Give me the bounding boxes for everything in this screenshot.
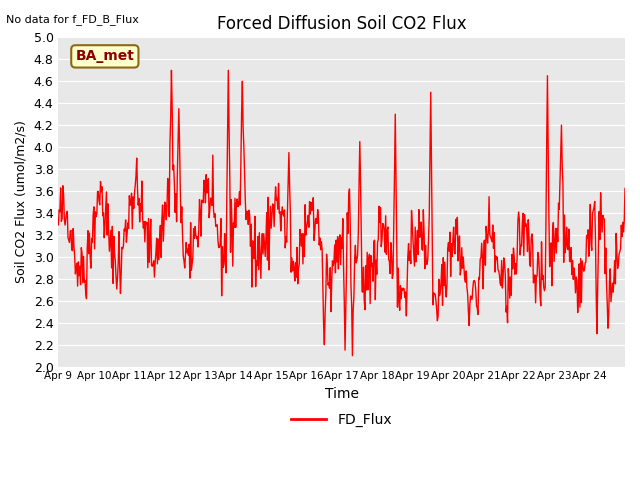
Legend: FD_Flux: FD_Flux xyxy=(286,407,397,432)
Title: Forced Diffusion Soil CO2 Flux: Forced Diffusion Soil CO2 Flux xyxy=(217,15,467,33)
Text: No data for f_FD_B_Flux: No data for f_FD_B_Flux xyxy=(6,14,140,25)
X-axis label: Time: Time xyxy=(324,387,358,401)
Text: BA_met: BA_met xyxy=(76,49,134,63)
Y-axis label: Soil CO2 Flux (umol/m2/s): Soil CO2 Flux (umol/m2/s) xyxy=(15,120,28,283)
